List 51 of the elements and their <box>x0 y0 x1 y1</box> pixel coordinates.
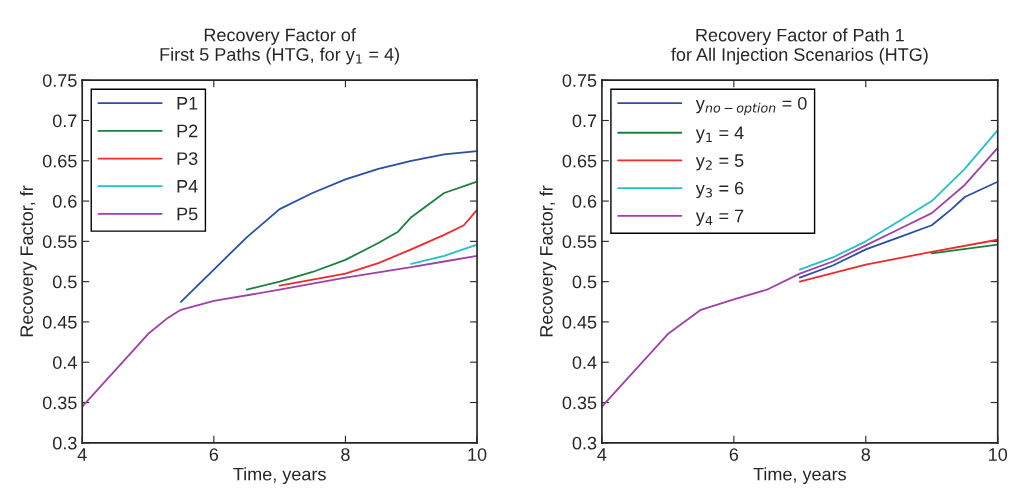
x-tick-label: 4 <box>77 448 87 461</box>
y-tick-label: 0.4 <box>52 356 77 369</box>
line-series <box>245 180 478 291</box>
x-axis-title: Time, years <box>753 467 846 485</box>
chart-title: Recovery Factor of Path 1 for All Injection Scenarios (HTG) <box>671 28 928 65</box>
y-tick-label: 0.75 <box>42 74 77 87</box>
line-series <box>798 238 998 283</box>
legend-label: y$_{2}$ = 5 <box>695 154 744 171</box>
x-tick-label: 8 <box>861 448 871 461</box>
y-tick-label: 0.5 <box>572 275 597 289</box>
line-series <box>278 209 478 287</box>
y-tick-label: 0.55 <box>562 235 597 249</box>
legend-label: y$_{no−option}$ = 0 <box>695 96 807 116</box>
x-tick-label: 6 <box>209 448 219 461</box>
legend-label: P1 <box>177 97 198 110</box>
y-tick-label: 0.65 <box>42 154 77 168</box>
line-series <box>82 254 478 408</box>
y-tick-label: 0.55 <box>42 235 77 249</box>
line-series <box>601 146 998 408</box>
y-tick-label: 0.6 <box>572 195 597 208</box>
line-series <box>798 180 998 279</box>
legend-label: P2 <box>177 124 198 138</box>
legend-label: y$_{3}$ = 6 <box>695 181 744 199</box>
x-tick-label: 10 <box>989 448 1008 461</box>
chart-title: Recovery Factor of First 5 Paths (HTG, for y$_{1}$ = 4) <box>160 28 399 65</box>
legend-label: y$_{4}$ = 7 <box>695 209 744 226</box>
legend-label: y$_{1}$ = 4 <box>695 126 744 143</box>
x-axis-title: Time, years <box>233 467 326 485</box>
y-tick-label: 0.7 <box>572 114 597 128</box>
y-tick-label: 0.65 <box>562 154 597 168</box>
legend-label: P5 <box>177 207 198 221</box>
y-tick-label: 0.5 <box>52 275 77 289</box>
y-tick-label: 0.75 <box>562 74 597 87</box>
y-axis-title: Recovery Factor, fr <box>539 185 557 337</box>
y-tick-label: 0.35 <box>562 396 597 410</box>
x-tick-label: 6 <box>729 448 739 461</box>
y-tick-label: 0.7 <box>52 114 77 128</box>
y-tick-label: 0.35 <box>42 396 77 410</box>
x-tick-label: 4 <box>597 448 607 461</box>
y-tick-label: 0.45 <box>562 315 597 329</box>
legend-label: P4 <box>177 180 198 193</box>
y-tick-label: 0.45 <box>42 315 77 329</box>
y-axis-title: Recovery Factor, fr <box>19 185 37 337</box>
line-series <box>798 129 998 271</box>
y-tick-label: 0.4 <box>572 356 597 369</box>
y-tick-label: 0.3 <box>52 436 77 450</box>
legend-label: P3 <box>177 152 198 166</box>
y-tick-label: 0.6 <box>52 195 77 208</box>
y-tick-label: 0.3 <box>572 436 597 450</box>
x-tick-label: 8 <box>341 448 350 461</box>
x-tick-label: 10 <box>468 448 487 461</box>
